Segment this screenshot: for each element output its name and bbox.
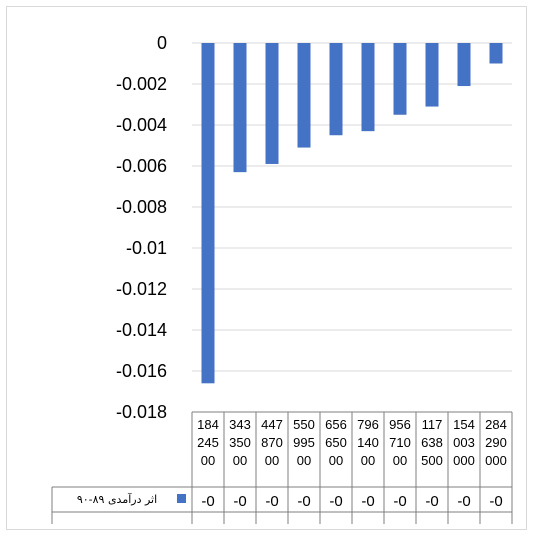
data-table: 184 245 00 343 350 00 447 870 00 550 995 00 656 650 00… [51,411,513,524]
y-tick-label: -0.01 [126,238,167,258]
x-tick-label: 00 [233,453,247,468]
x-tick-label: 290 [485,435,507,450]
y-tick-label: -0.006 [116,156,167,176]
x-tick-label: 00 [361,453,375,468]
bars [201,43,503,384]
x-tick-label: 710 [389,435,411,450]
x-tick-label: 00 [329,453,343,468]
y-tick-label: -0.016 [116,361,167,381]
y-tick-label: -0.004 [116,115,167,135]
x-tick-label: 000 [453,453,475,468]
x-tick-label: 00 [393,453,407,468]
x-tick-label: 000 [485,453,507,468]
x-tick-label: 00 [265,453,279,468]
x-tick-label: 500 [421,453,443,468]
x-tick-label: 117 [422,417,443,432]
y-axis: 0 -0.002 -0.004 -0.006 -0.008 -0.01 -0.012 -0.0… [116,33,167,422]
table-value-label: -0 [297,493,310,510]
bar [361,43,375,132]
table-value-label: -0 [425,493,438,510]
bar [297,43,311,148]
x-tick-label: 796 [357,417,379,432]
y-tick-label: -0.012 [116,279,167,299]
x-tick-label: 343 [229,417,251,432]
bar [329,43,343,136]
table-value-label: -0 [457,493,470,510]
bar [457,43,471,87]
bar [201,43,215,384]
x-tick-label: 184 [197,417,219,432]
y-tick-label: -0.018 [116,402,167,422]
table-value-label: -0 [361,493,374,510]
y-tick-label: -0.002 [116,74,167,94]
x-tick-label: 870 [261,435,283,450]
y-tick-label: -0.014 [116,320,167,340]
y-tick-label: -0.008 [116,197,167,217]
table-value-label: -0 [265,493,278,510]
x-tick-label: 245 [197,435,219,450]
bar [489,43,503,64]
table-value-label: -0 [233,493,246,510]
chart-frame: 0 -0.002 -0.004 -0.006 -0.008 -0.01 -0.012 -0.0… [6,6,527,530]
x-tick-label: 003 [453,435,475,450]
bar-chart: 0 -0.002 -0.004 -0.006 -0.008 -0.01 -0.012 -0.0… [51,33,513,524]
x-tick-label: 550 [293,417,315,432]
x-tick-label: 995 [293,435,315,450]
table-value-label: -0 [489,493,502,510]
x-tick-label: 656 [325,417,347,432]
x-tick-label: 00 [297,453,311,468]
x-tick-label: 956 [389,417,411,432]
x-tick-label: 350 [229,435,251,450]
x-tick-label: 447 [261,417,283,432]
legend-label: اثر درآمدی ۸۹-۹۰ [77,492,157,506]
x-tick-label: 00 [201,453,215,468]
bar [393,43,407,115]
bar [233,43,247,173]
x-tick-label: 140 [357,435,379,450]
x-tick-label: 154 [453,417,475,432]
x-tick-label: 284 [485,417,507,432]
table-value-label: -0 [393,493,406,510]
bar [265,43,279,164]
bar [425,43,439,107]
y-tick-label: 0 [157,33,167,53]
x-tick-label: 650 [325,435,347,450]
x-tick-label: 638 [421,435,443,450]
table-value-label: -0 [201,493,214,510]
legend-swatch [177,494,186,503]
table-value-label: -0 [329,493,342,510]
